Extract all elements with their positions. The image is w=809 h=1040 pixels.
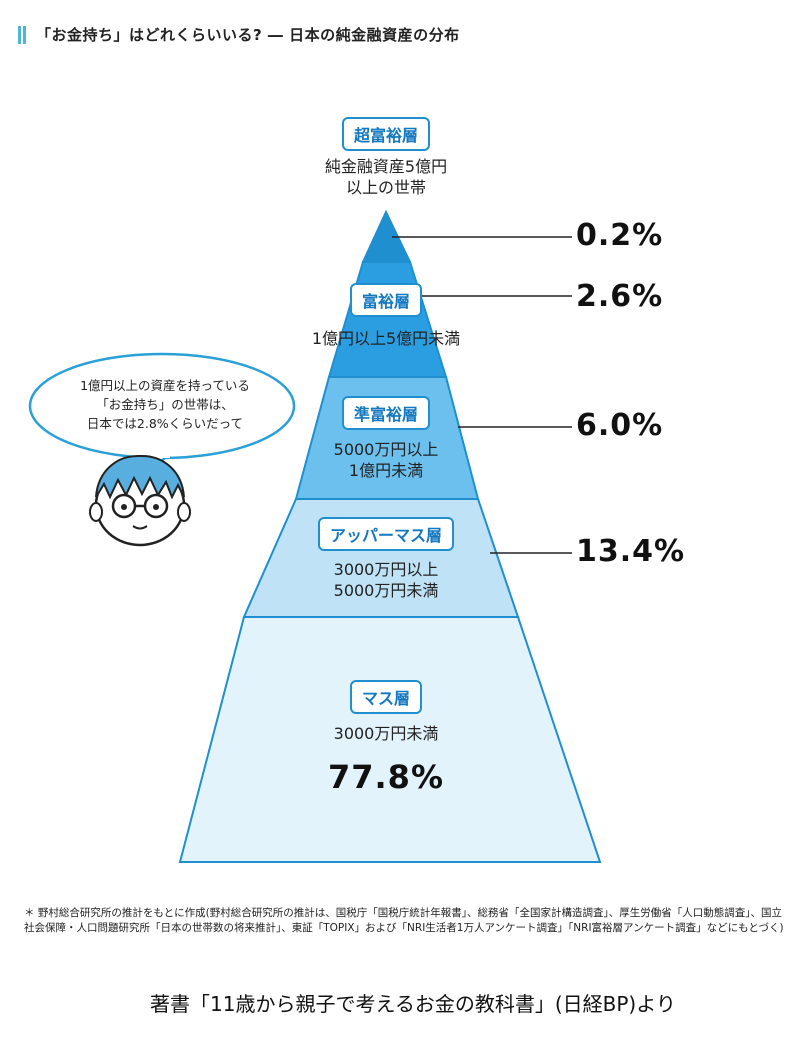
layer-desc-affluent: 1億円以上5億円未満 bbox=[311, 329, 461, 348]
layer-pct-affluent: 2.6% bbox=[576, 279, 664, 314]
book-credit: 著書「11歳から親子で考えるお金の教科書」(日経BP)より bbox=[150, 992, 676, 1016]
layer-label-semi-affluent: 準富裕層 bbox=[341, 396, 431, 430]
page-title-bar: 「お金持ち」はどれくらいいる? ― 日本の純金融資産の分布 bbox=[18, 24, 460, 45]
layer-desc-line: 以上の世帯 bbox=[345, 178, 426, 197]
layer-label-mass: マス層 bbox=[349, 680, 423, 714]
speech-line: 1億円以上の資産を持っている bbox=[80, 378, 250, 393]
speech-line: 日本では2.8%くらいだって bbox=[86, 416, 244, 431]
title-accent-bar bbox=[18, 25, 21, 44]
layer-pct-upper-mass: 13.4% bbox=[576, 534, 686, 569]
layer-desc-super-affluent: 純金融資産5億円 以上の世帯 bbox=[325, 156, 447, 198]
layer-desc-line: 5000万円以上 bbox=[333, 440, 439, 459]
layer-pct-semi-affluent: 6.0% bbox=[576, 408, 664, 443]
layer-desc-line: 1億円未満 bbox=[348, 461, 424, 480]
layer-pct-super-affluent: 0.2% bbox=[576, 218, 664, 253]
boy-with-glasses-icon bbox=[89, 454, 191, 547]
layer-label-upper-mass: アッパーマス層 bbox=[317, 517, 455, 551]
layer-desc-line: 3000万円以上 bbox=[333, 560, 439, 579]
layer-desc-mass: 3000万円未満 bbox=[333, 724, 439, 743]
layer-desc-upper-mass: 3000万円以上 5000万円未満 bbox=[334, 559, 439, 601]
layer-label-affluent: 富裕層 bbox=[349, 283, 423, 317]
source-footnote: ＊ 野村総合研究所の推計をもとに作成(野村総合研究所の推計は、国税庁「国税庁統計… bbox=[24, 907, 784, 934]
page-title: 「お金持ち」はどれくらいいる? ― 日本の純金融資産の分布 bbox=[36, 26, 460, 44]
title-accent-bar bbox=[23, 25, 26, 44]
pyramid-layer-affluent bbox=[327, 261, 448, 378]
layer-label-super-affluent: 超富裕層 bbox=[341, 117, 431, 151]
layer-desc-line: 5000万円未満 bbox=[333, 581, 439, 600]
layer-desc-line: 純金融資産5億円 bbox=[324, 157, 448, 176]
layer-desc-semi-affluent: 5000万円以上 1億円未満 bbox=[334, 439, 439, 481]
speech-line: 「お金持ち」の世帯は、 bbox=[96, 397, 234, 412]
layer-pct-mass: 77.8% bbox=[327, 758, 445, 796]
speech-bubble-text: 1億円以上の資産を持っている 「お金持ち」の世帯は、 日本では2.8%くらいだっ… bbox=[45, 376, 285, 433]
